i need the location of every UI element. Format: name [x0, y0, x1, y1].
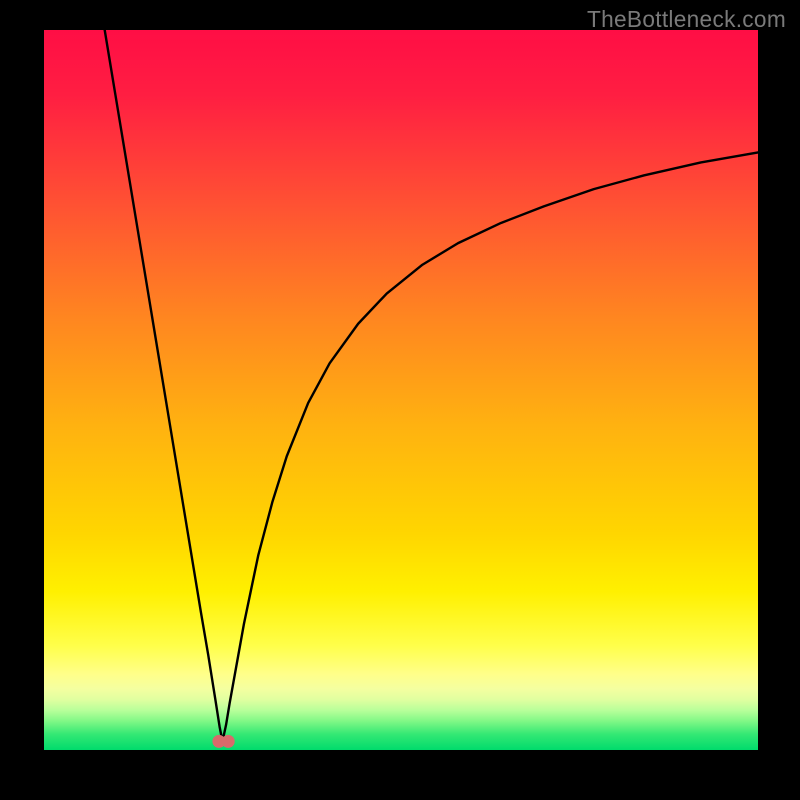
- branding-watermark: TheBottleneck.com: [587, 6, 786, 33]
- bottleneck-marker-group: [212, 735, 234, 748]
- bottleneck-marker-dot: [222, 735, 235, 748]
- chart-frame: TheBottleneck.com: [0, 0, 800, 800]
- plot-gradient-background: [44, 30, 758, 750]
- bottleneck-chart: [0, 0, 800, 800]
